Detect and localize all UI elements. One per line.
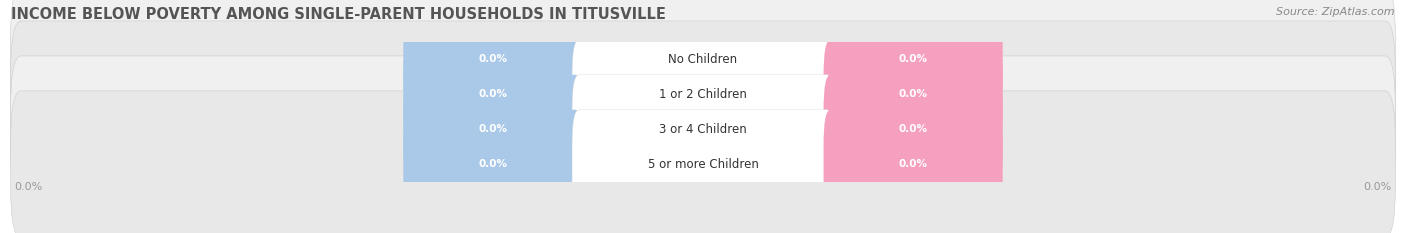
Text: 0.0%: 0.0% xyxy=(898,55,928,64)
FancyBboxPatch shape xyxy=(572,40,834,149)
Text: Source: ZipAtlas.com: Source: ZipAtlas.com xyxy=(1277,7,1395,17)
Text: INCOME BELOW POVERTY AMONG SINGLE-PARENT HOUSEHOLDS IN TITUSVILLE: INCOME BELOW POVERTY AMONG SINGLE-PARENT… xyxy=(11,7,666,22)
Text: 0.0%: 0.0% xyxy=(478,55,508,64)
Text: 1 or 2 Children: 1 or 2 Children xyxy=(659,88,747,101)
Text: 0.0%: 0.0% xyxy=(898,124,928,134)
FancyBboxPatch shape xyxy=(11,91,1395,233)
FancyBboxPatch shape xyxy=(572,5,834,114)
Text: 0.0%: 0.0% xyxy=(478,89,508,99)
Text: 0.0%: 0.0% xyxy=(478,124,508,134)
FancyBboxPatch shape xyxy=(11,56,1395,203)
Text: 0.0%: 0.0% xyxy=(1364,182,1392,192)
FancyBboxPatch shape xyxy=(404,40,582,149)
Text: No Children: No Children xyxy=(668,53,738,66)
Text: 5 or more Children: 5 or more Children xyxy=(648,158,758,171)
FancyBboxPatch shape xyxy=(824,110,1002,219)
FancyBboxPatch shape xyxy=(824,5,1002,114)
Text: 0.0%: 0.0% xyxy=(14,182,42,192)
Text: 0.0%: 0.0% xyxy=(898,159,928,169)
Text: 0.0%: 0.0% xyxy=(478,159,508,169)
FancyBboxPatch shape xyxy=(11,21,1395,168)
FancyBboxPatch shape xyxy=(404,110,582,219)
FancyBboxPatch shape xyxy=(824,40,1002,149)
FancyBboxPatch shape xyxy=(572,110,834,219)
Text: 3 or 4 Children: 3 or 4 Children xyxy=(659,123,747,136)
FancyBboxPatch shape xyxy=(404,5,582,114)
FancyBboxPatch shape xyxy=(11,0,1395,133)
Legend: Single Father, Single Mother: Single Father, Single Mother xyxy=(593,230,813,233)
FancyBboxPatch shape xyxy=(572,75,834,184)
FancyBboxPatch shape xyxy=(824,75,1002,184)
FancyBboxPatch shape xyxy=(404,75,582,184)
Text: 0.0%: 0.0% xyxy=(898,89,928,99)
